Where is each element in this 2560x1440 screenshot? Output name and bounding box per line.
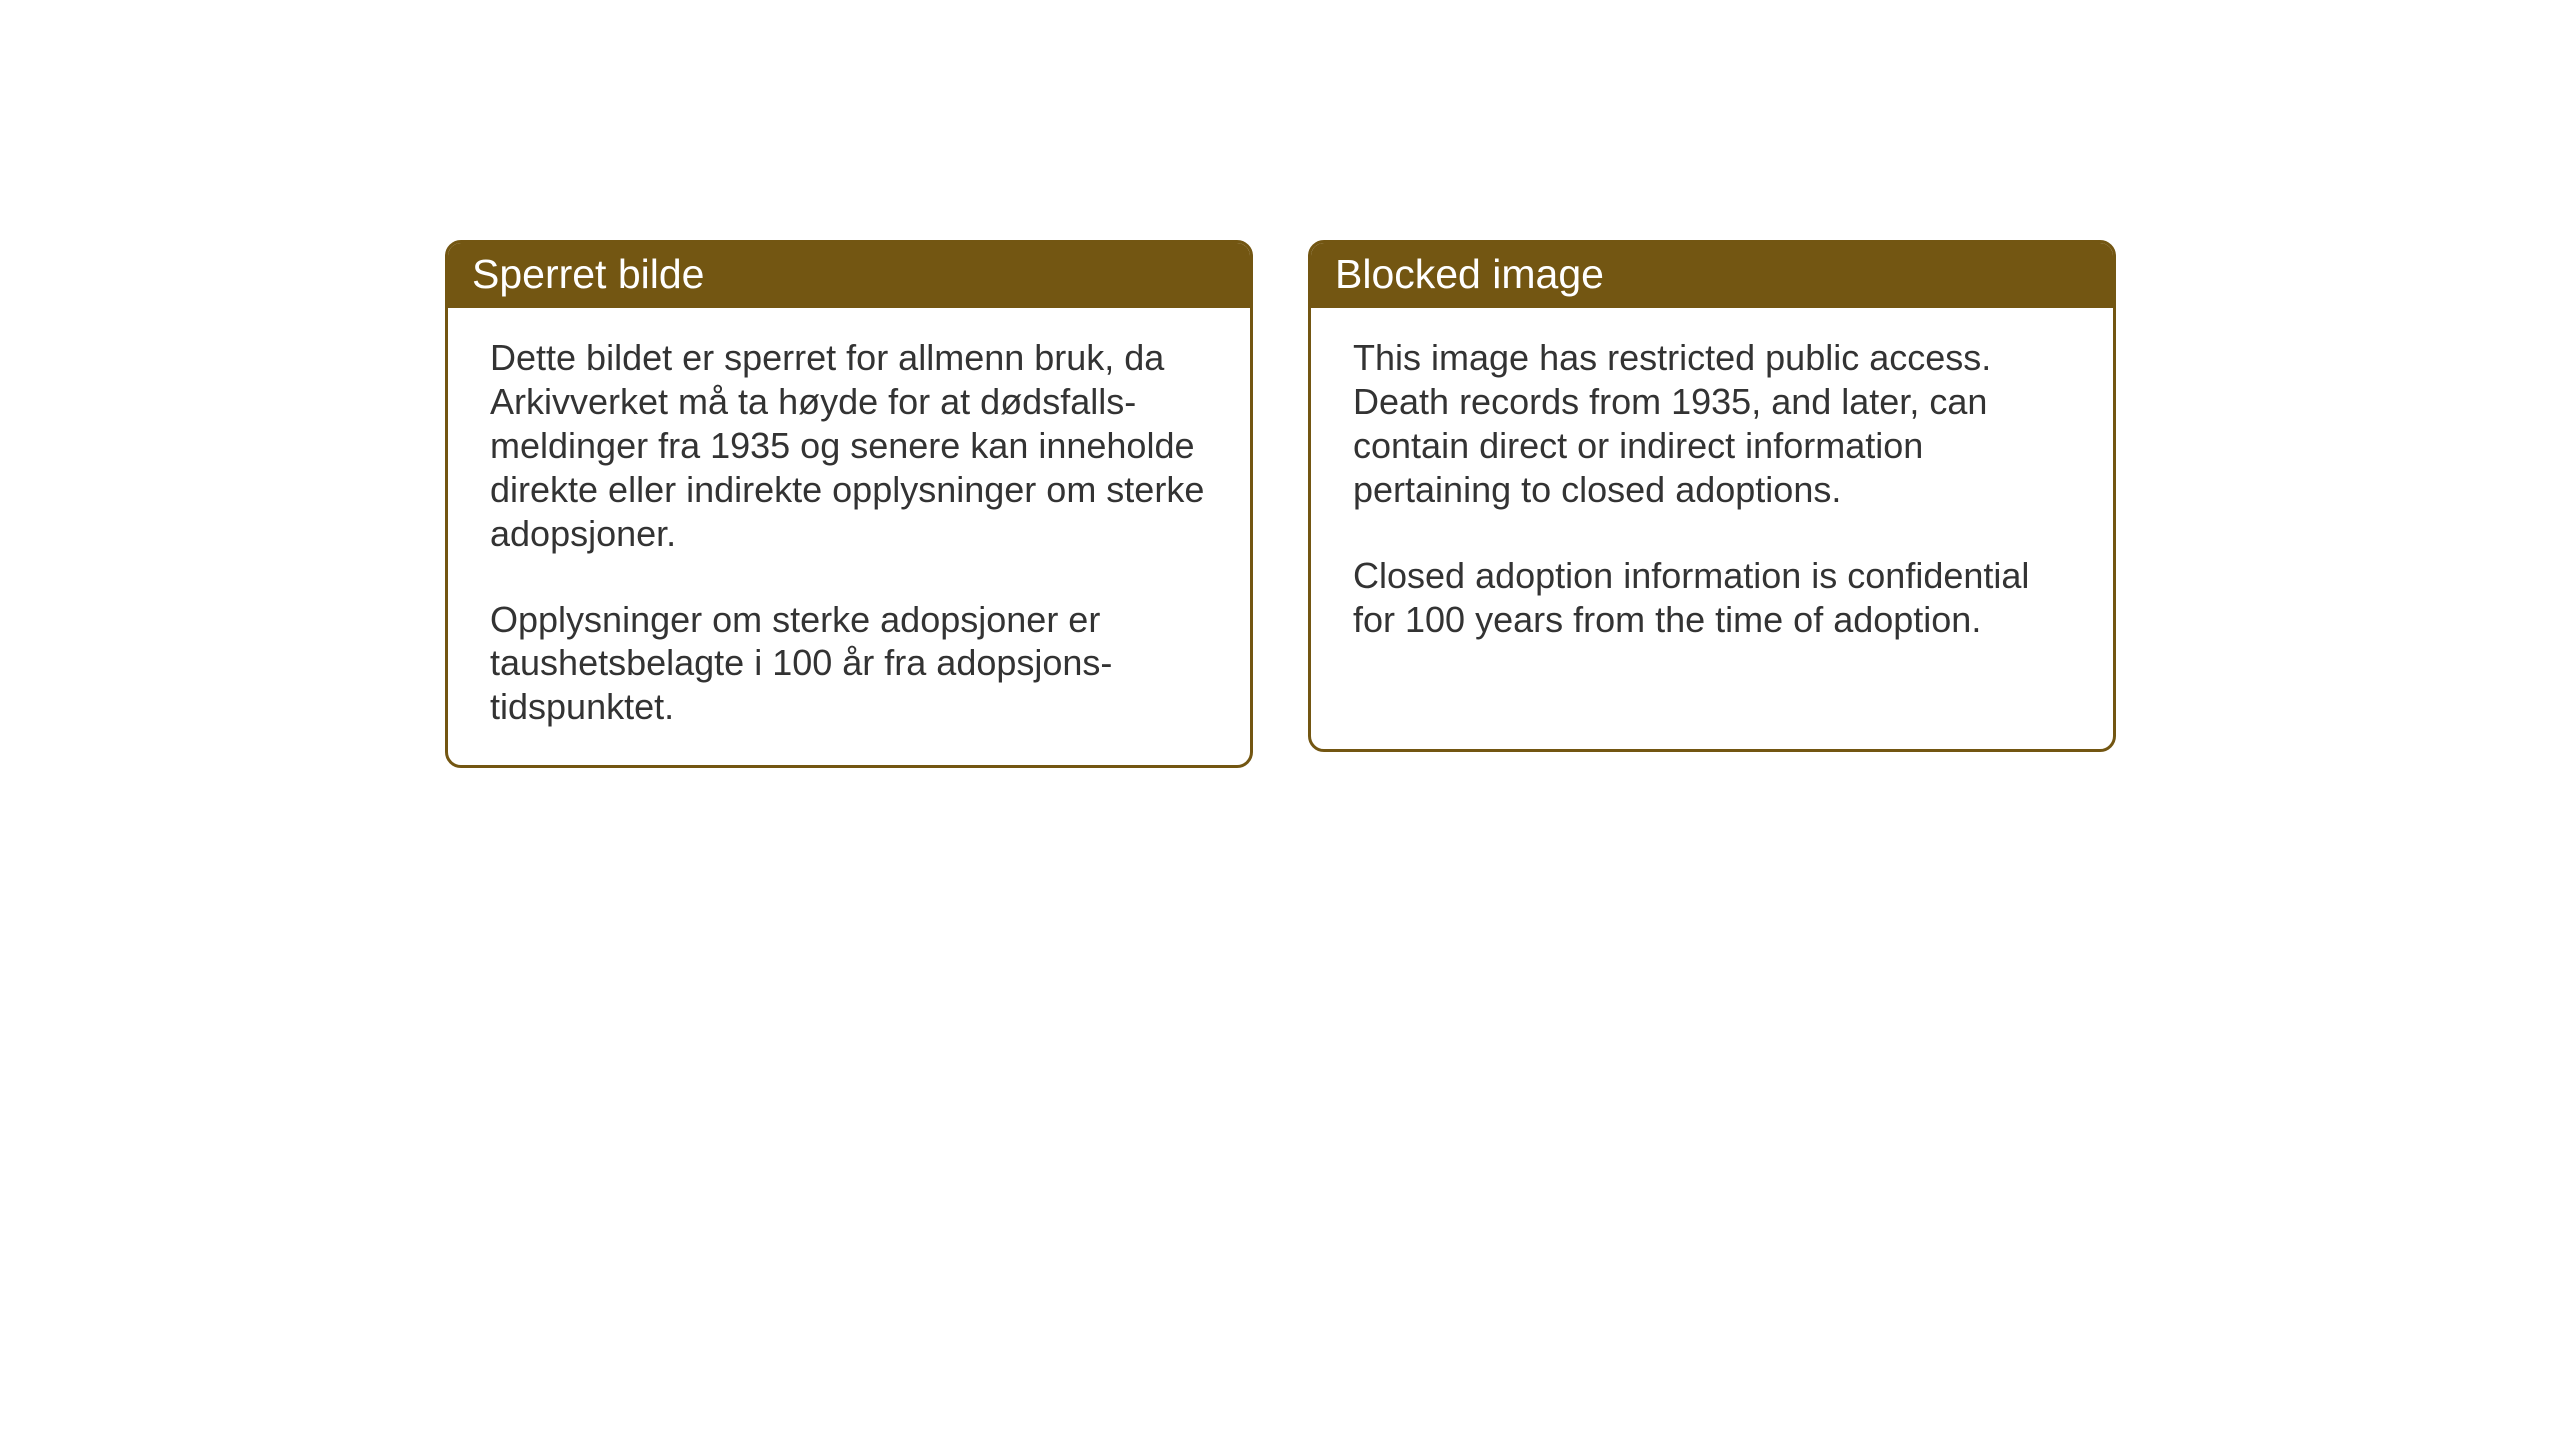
notice-body-english: This image has restricted public access.… [1311,308,2113,677]
notice-paragraph-1-english: This image has restricted public access.… [1353,336,2071,512]
notice-paragraph-1-norwegian: Dette bildet er sperret for allmenn bruk… [490,336,1208,556]
notice-card-english: Blocked image This image has restricted … [1308,240,2116,752]
notice-paragraph-2-norwegian: Opplysninger om sterke adopsjoner er tau… [490,598,1208,730]
notice-card-norwegian: Sperret bilde Dette bildet er sperret fo… [445,240,1253,768]
notice-container: Sperret bilde Dette bildet er sperret fo… [445,240,2116,768]
notice-paragraph-2-english: Closed adoption information is confident… [1353,554,2071,642]
notice-header-norwegian: Sperret bilde [448,243,1250,308]
notice-title-norwegian: Sperret bilde [472,251,704,297]
notice-title-english: Blocked image [1335,251,1604,297]
notice-header-english: Blocked image [1311,243,2113,308]
notice-body-norwegian: Dette bildet er sperret for allmenn bruk… [448,308,1250,765]
